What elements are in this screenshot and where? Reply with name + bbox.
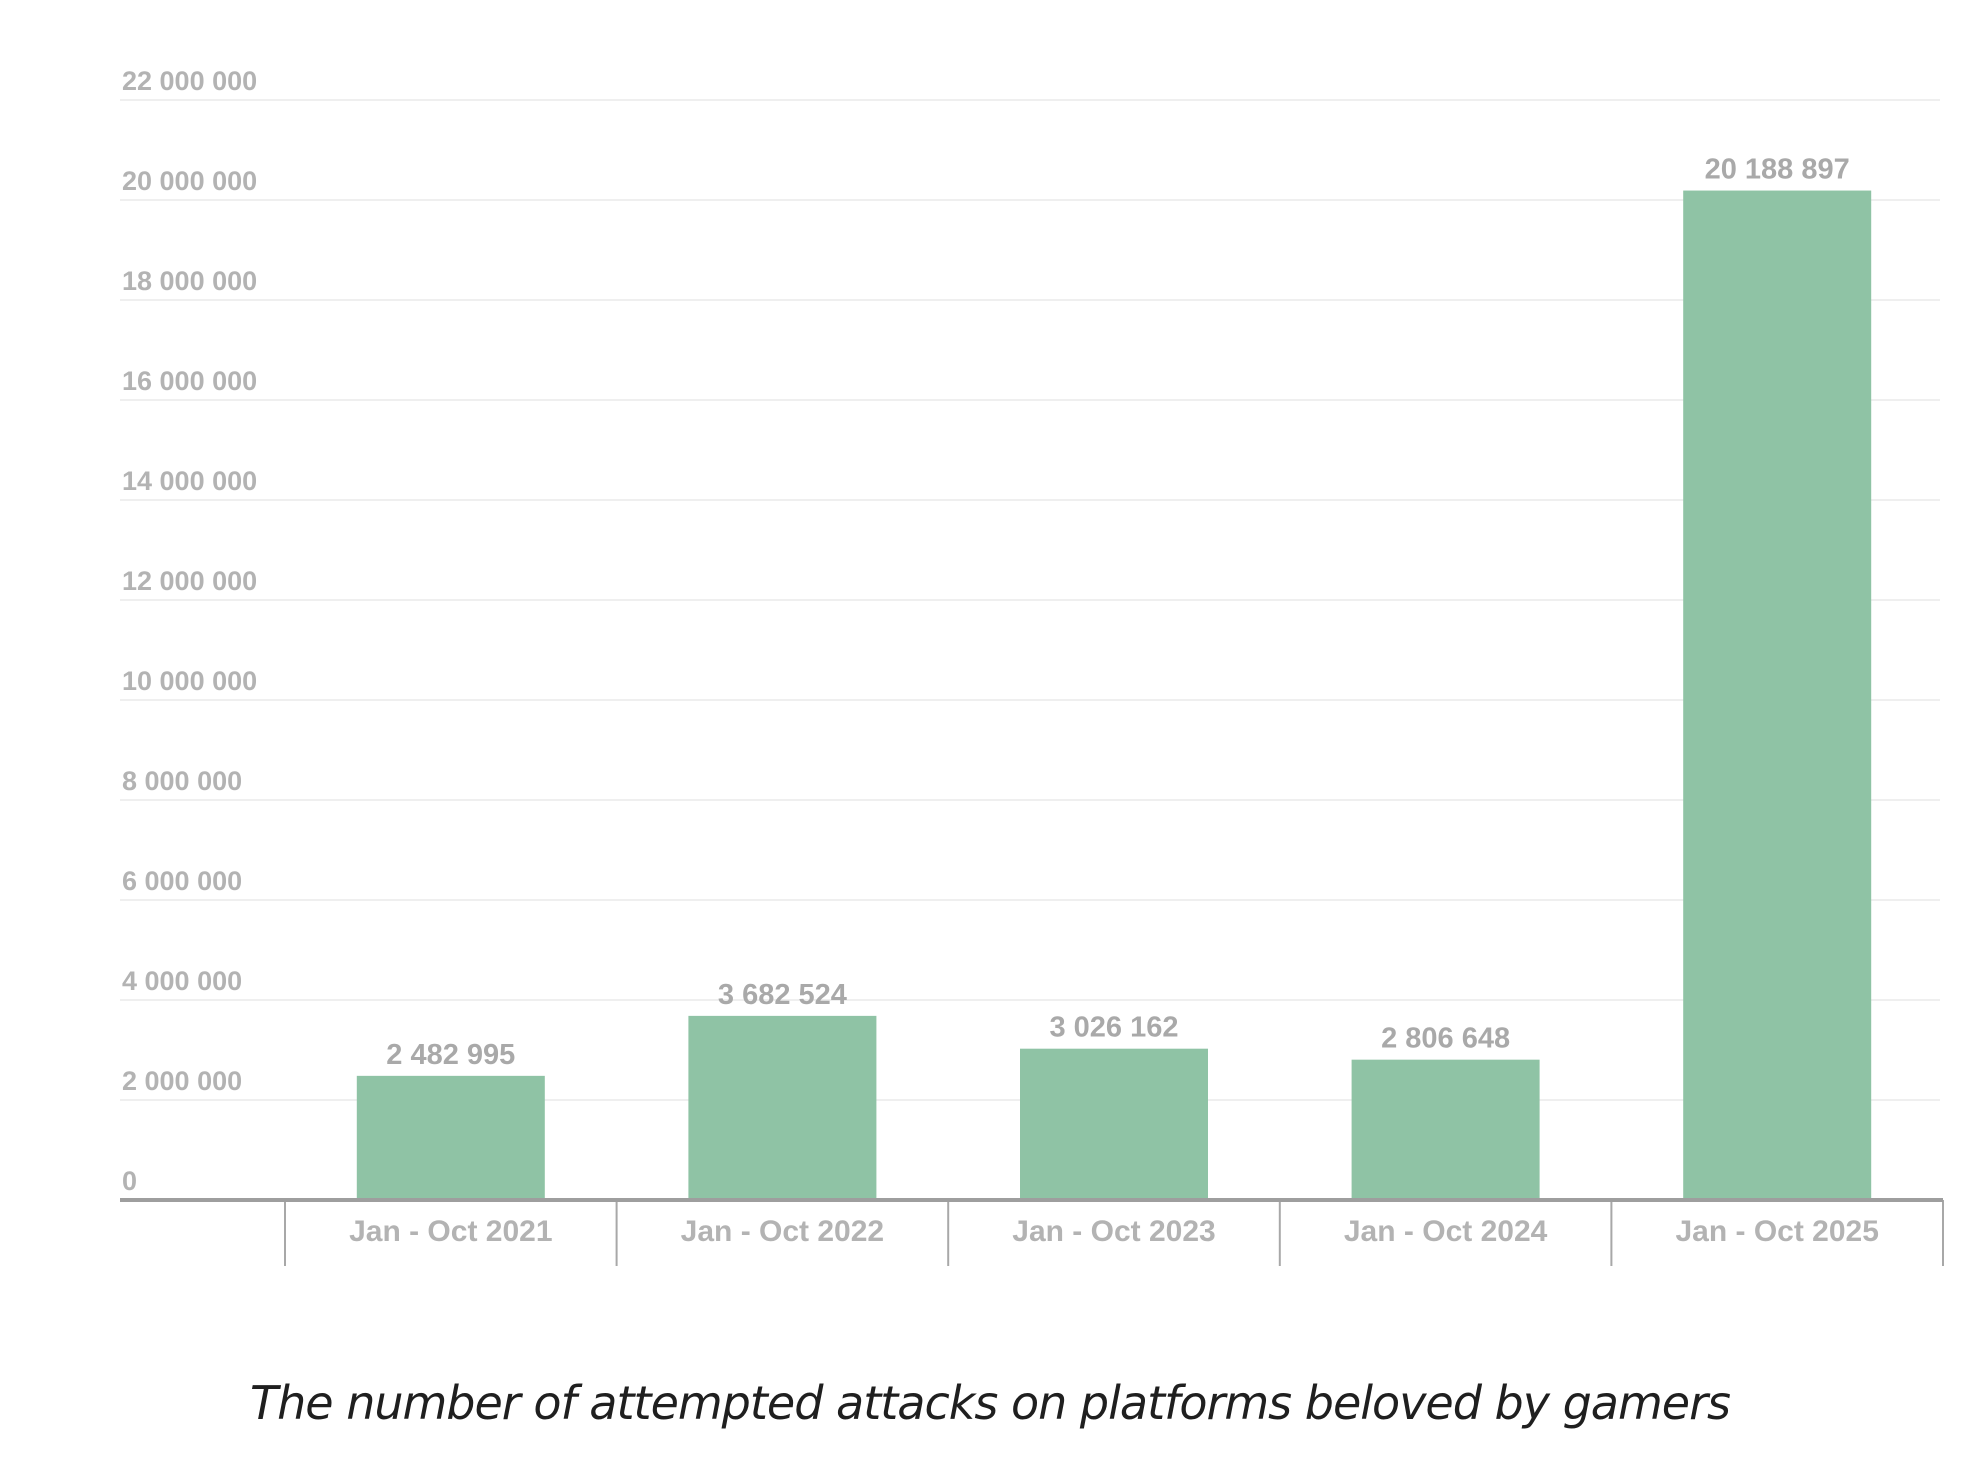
bar-value-label: 2 482 995 [386,1039,515,1071]
y-axis-tick-labels: 0 2 000 000 4 000 000 6 000 000 8 000 000 10 … [122,66,257,1196]
x-axis: Jan - Oct 2021 Jan - Oct 2022 Jan - Oct 20… [120,1198,1944,1266]
bar [356,1075,545,1200]
y-tick-label: 0 [122,1166,137,1196]
y-tick-label: 10 000 000 [122,666,257,696]
bar [1351,1059,1540,1200]
x-category-label: Jan - Oct 2024 [1344,1215,1548,1248]
y-tick-label: 2 000 000 [122,1066,242,1096]
x-category-label: Jan - Oct 2023 [1012,1215,1215,1248]
y-tick-label: 12 000 000 [122,566,257,596]
bar-value-label: 3 026 162 [1049,1012,1178,1044]
chart-caption: The number of attempted attacks on platf… [250,1376,1731,1430]
gridlines [120,99,1940,1101]
x-category-label: Jan - Oct 2025 [1675,1215,1878,1248]
y-tick-label: 22 000 000 [122,66,257,96]
x-category-label: Jan - Oct 2021 [349,1215,552,1248]
y-tick-label: 6 000 000 [122,866,242,896]
bar-value-label: 20 188 897 [1705,154,1850,186]
bar [1683,190,1872,1200]
bar-value-label: 2 806 648 [1381,1023,1510,1055]
y-tick-label: 8 000 000 [122,766,242,796]
bars [356,190,1872,1200]
y-tick-label: 16 000 000 [122,366,257,396]
bar-value-labels: 2 482 995 3 682 524 3 026 162 2 806 648 20 1… [386,154,1849,1071]
bar [688,1015,877,1200]
bar [1020,1048,1208,1200]
y-tick-label: 20 000 000 [122,166,257,196]
y-tick-label: 4 000 000 [122,966,242,996]
y-tick-label: 14 000 000 [122,466,257,496]
y-tick-label: 18 000 000 [122,266,257,296]
x-category-label: Jan - Oct 2022 [681,1215,884,1248]
bar-value-label: 3 682 524 [718,979,847,1011]
